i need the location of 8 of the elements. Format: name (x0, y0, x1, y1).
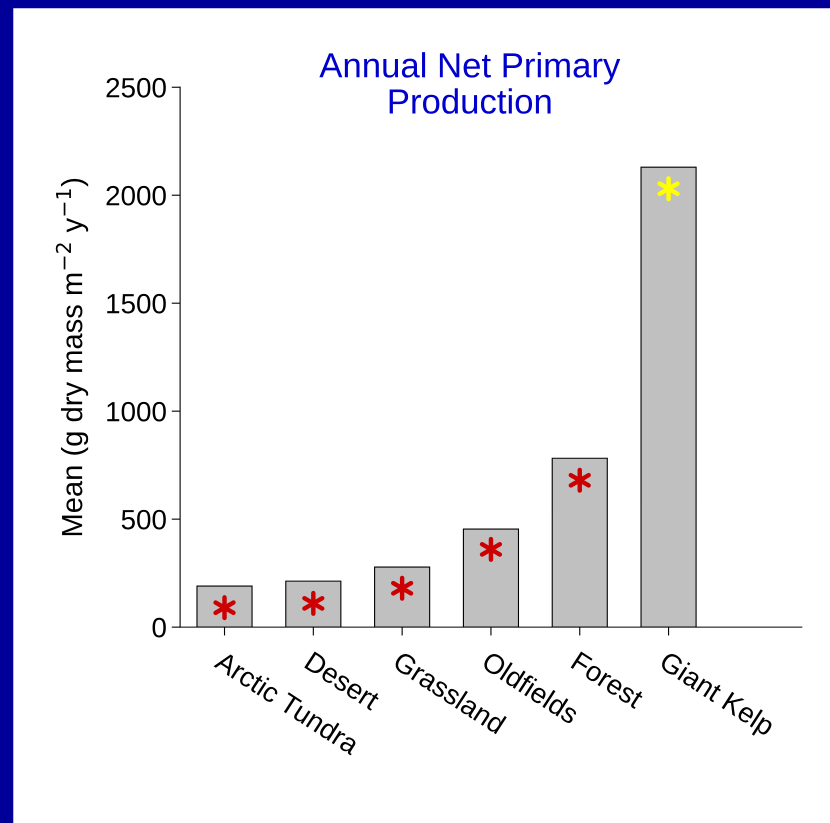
y-tick-label: 500 (122, 510, 166, 530)
y-tick-label: 1500 (107, 294, 166, 314)
chart-title: Annual Net Primary Production (319, 52, 620, 114)
y-tick-label: 2500 (106, 78, 166, 98)
y-axis-title: Mean (g dry mass m$^{−2}$ y$^{−1}$) (56, 178, 88, 536)
y-tick-label: 2000 (106, 186, 166, 206)
y-tick-label: 0 (152, 618, 166, 638)
y-tick-label: 1000 (107, 402, 166, 422)
